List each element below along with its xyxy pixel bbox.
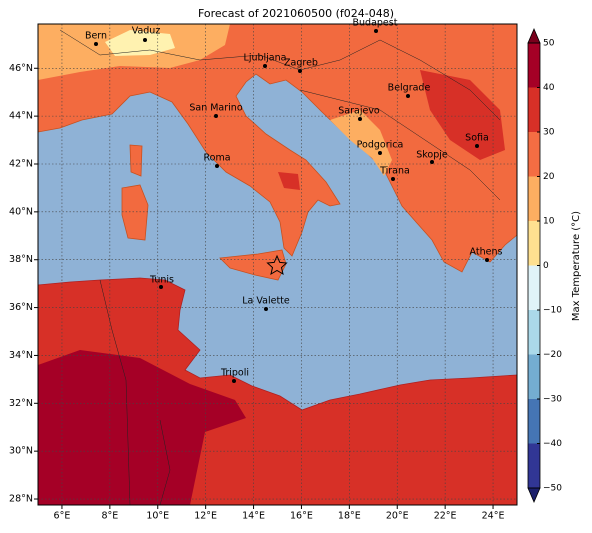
puglia-warm: [278, 172, 300, 190]
city-label: Sarajevo: [338, 106, 380, 117]
city-label: La Valette: [242, 296, 290, 307]
city-dot: [406, 94, 410, 98]
city-dot: [232, 379, 236, 383]
colorbar-band: [528, 221, 540, 266]
city-label: Zagreb: [284, 58, 318, 69]
colorbar-band: [528, 87, 540, 132]
border: [299, 89, 501, 201]
city-label: Vaduz: [132, 26, 161, 37]
y-tick-label: 30°N: [9, 446, 33, 457]
colorbar-tick-label: 10: [543, 217, 555, 227]
colorbar-label: Max Temperature (°C): [571, 211, 582, 321]
city-label: Tirana: [379, 166, 410, 177]
city-dot: [430, 160, 434, 164]
map-frame: [37, 23, 518, 506]
city-dot: [298, 69, 302, 73]
city-label: Tripoli: [220, 368, 249, 379]
colorbar-tick-label: 0: [543, 261, 549, 271]
city-label: San Marino: [189, 103, 242, 114]
city-label: Budapest: [353, 18, 398, 29]
y-tick-label: 36°N: [9, 302, 33, 313]
city-dot: [263, 64, 267, 68]
cities: Bern Vaduz Budapest Ljubljana Zagreb Bel…: [85, 18, 503, 383]
marker-star: [266, 254, 288, 276]
city-label: Podgorica: [357, 140, 404, 151]
city-label: Sofia: [465, 133, 489, 144]
y-tick-label: 46°N: [9, 63, 33, 74]
y-tick-label: 44°N: [9, 111, 33, 122]
city-dot: [391, 177, 395, 181]
colorbar-extend-high: [527, 27, 541, 44]
x-tick-label: 8°E: [101, 511, 118, 522]
colorbar-tick-label: −30: [543, 395, 562, 405]
city-label: Ljubljana: [244, 53, 287, 64]
africa-hot: [38, 350, 246, 505]
city-label: Bern: [85, 31, 107, 42]
city-dot: [143, 38, 147, 42]
map-layer: [38, 24, 517, 505]
balkans-warm: [420, 70, 505, 160]
city-dot: [214, 114, 218, 118]
city-dot: [374, 29, 378, 33]
city-label: Athens: [470, 247, 503, 258]
x-tick-label: 20°E: [386, 511, 409, 522]
city-dot: [358, 117, 362, 121]
x-tick-label: 18°E: [338, 511, 361, 522]
colorbar-band: [528, 176, 540, 221]
colorbar-band: [528, 399, 540, 444]
y-tick-label: 28°N: [9, 494, 33, 505]
y-tick-label: 40°N: [9, 206, 33, 217]
x-tick-label: 16°E: [290, 511, 313, 522]
colorbar-band: [528, 443, 540, 488]
title: Forecast of 2021060500 (f024-048): [198, 7, 394, 20]
y-tick-label: 38°N: [9, 254, 33, 265]
city-dot: [94, 42, 98, 46]
x-tick-label: 14°E: [242, 511, 265, 522]
city-label: Roma: [203, 153, 230, 164]
city-dot: [264, 307, 268, 311]
colorbar-band: [528, 265, 540, 310]
border: [159, 419, 171, 505]
grid-layer: 6°E 8°E 10°E 12°E 14°E 16°E 18°E 20°E 22°E 24°E 28…: [9, 24, 517, 522]
land-corsica: [129, 144, 143, 177]
colorbar-band: [528, 43, 540, 88]
x-tick-label: 12°E: [194, 511, 217, 522]
colorbar-tick-label: 30: [543, 128, 555, 138]
y-tick-label: 42°N: [9, 158, 33, 169]
y-tick-label: 34°N: [9, 350, 33, 361]
colorbar-band: [528, 354, 540, 399]
balkans-cooler: [330, 110, 392, 176]
colorbar-tick-label: 40: [543, 83, 555, 93]
land-sardinia: [121, 184, 149, 241]
colorbar-tick-label: −50: [543, 484, 562, 494]
city-dot: [378, 151, 382, 155]
city-label: Belgrade: [388, 83, 431, 94]
y-tick-label: 32°N: [9, 398, 33, 409]
colorbar-band: [528, 310, 540, 355]
colorbar: −50 −40 −30 −20 −10 0 10 20 30 40 50: [527, 27, 562, 504]
border: [99, 279, 131, 505]
colorbar-band: [528, 132, 540, 177]
city-dot: [475, 144, 479, 148]
colorbar-extend-low: [527, 487, 541, 504]
x-tick-label: 10°E: [146, 511, 169, 522]
city-dot: [159, 285, 163, 289]
colorbar-tick-label: 50: [543, 39, 555, 49]
x-tick-label: 24°E: [482, 511, 505, 522]
city-dot: [485, 258, 489, 262]
city-label: Skopje: [416, 150, 448, 161]
city-label: Tunis: [149, 275, 174, 286]
land-europe: [38, 24, 517, 273]
colorbar-tick-label: −10: [543, 306, 562, 316]
city-dot: [215, 164, 219, 168]
land-sicily: [219, 249, 287, 281]
colorbar-tick-label: −20: [543, 350, 562, 360]
x-tick-label: 6°E: [54, 511, 71, 522]
colorbar-tick-label: 20: [543, 172, 555, 182]
x-tick-label: 22°E: [434, 511, 457, 522]
colorbar-tick-label: −40: [543, 439, 562, 449]
